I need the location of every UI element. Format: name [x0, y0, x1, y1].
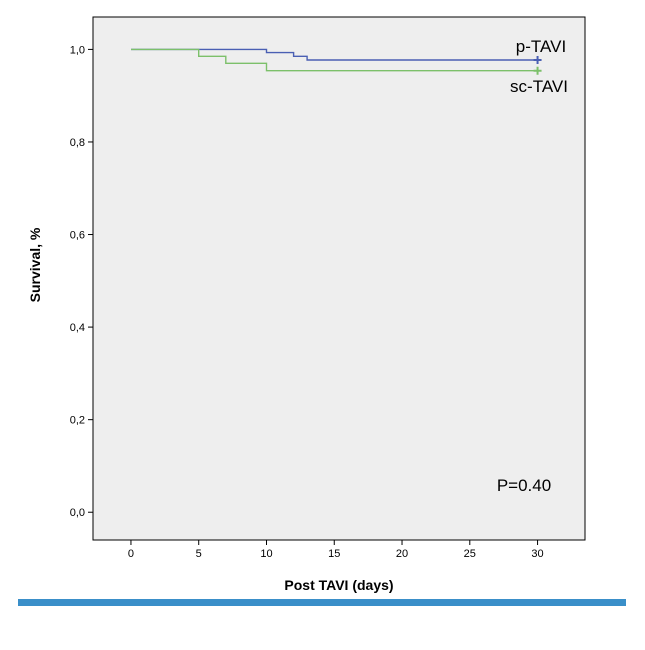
- y-tick-label: 0,0: [70, 507, 85, 519]
- x-tick-label: 25: [464, 548, 476, 560]
- y-tick-label: 0,2: [70, 415, 85, 427]
- x-axis-title: Post TAVI (days): [284, 577, 393, 593]
- y-axis-title: Survival, %: [27, 227, 43, 302]
- axes: 0 5 10 15 20 25 30 0,0 0,2 0,4 0,6 0,8 1,0: [70, 44, 544, 560]
- survival-chart: 0 5 10 15 20 25 30 0,0 0,2 0,4 0,6 0,8 1,0 p-TAVI sc…: [27, 16, 586, 593]
- x-tick-label: 30: [531, 548, 543, 560]
- x-tick-label: 20: [396, 548, 408, 560]
- plot-area: [92, 16, 586, 541]
- x-tick-label: 5: [196, 548, 202, 560]
- series-line-sc-tavi: [131, 48, 538, 72]
- x-tick-label: 10: [260, 548, 272, 560]
- series-label-sc-tavi: sc-TAVI: [510, 77, 568, 96]
- y-tick-label: 0,8: [70, 137, 85, 149]
- p-value-annotation: P=0.40: [497, 476, 551, 495]
- censor-mark-p-tavi: [533, 56, 542, 65]
- y-tick-label: 1,0: [70, 44, 85, 56]
- censor-mark-sc-tavi: [533, 66, 542, 75]
- y-tick-label: 0,6: [70, 230, 85, 242]
- series-layer: [131, 48, 542, 75]
- series-label-p-tavi: p-TAVI: [516, 37, 566, 56]
- x-tick-label: 15: [328, 548, 340, 560]
- series-line-p-tavi: [131, 48, 538, 61]
- bottom-divider: [18, 599, 626, 606]
- x-tick-label: 0: [128, 548, 134, 560]
- y-tick-label: 0,4: [70, 322, 85, 334]
